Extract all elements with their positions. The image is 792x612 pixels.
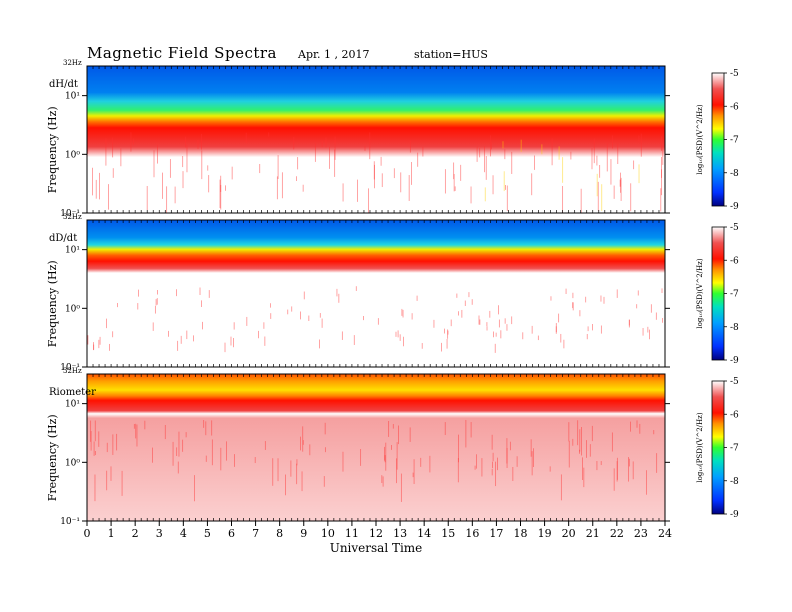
x-tick-label: 15: [441, 527, 455, 540]
y-tick-label: 10⁻¹: [60, 363, 80, 373]
x-tick-label: 16: [465, 527, 479, 540]
colorbar-tick-label: -8: [730, 169, 739, 179]
spectrogram-3: [87, 374, 665, 521]
y-axis-label: Frequency (Hz): [46, 414, 59, 501]
x-tick-label: 9: [300, 527, 307, 540]
colorbar-label: log₁₀(PSD)(V^2/Hz): [696, 258, 704, 328]
x-tick-label: 18: [514, 527, 528, 540]
x-tick-label: 3: [156, 527, 163, 540]
x-axis: 0 1 2 3 4 5 6 7 8 9 10 11 12 13 14 15 16 17 18 19 20 21 22 23 24…: [84, 521, 672, 555]
x-tick-label: 8: [276, 527, 283, 540]
panel-label: dD/dt: [49, 233, 77, 244]
colorbar-tick-label: -9: [730, 202, 739, 212]
x-tick-label: 21: [586, 527, 600, 540]
x-tick-label: 13: [393, 527, 407, 540]
x-tick-label: 0: [84, 527, 91, 540]
x-tick-label: 10: [321, 527, 335, 540]
spectrogram-1: [87, 66, 665, 213]
colorbar-tick-label: -9: [730, 356, 739, 366]
y-tick-label: 10⁰: [65, 150, 80, 160]
panel-label: Riometer: [49, 387, 96, 398]
colorbar: [711, 226, 725, 361]
x-tick-label: 4: [180, 527, 187, 540]
y-tick-label: 10¹: [65, 246, 80, 256]
y-axis-label: Frequency (Hz): [46, 106, 59, 193]
colorbar: [711, 72, 725, 207]
colorbar-tick-label: -8: [730, 323, 739, 333]
y-tick-label: 10¹: [65, 92, 80, 102]
date-label: Apr. 1 , 2017: [298, 48, 370, 61]
panel-3: 10¹ 10⁰ 10⁻¹ 32Hz Riometer Frequency (Hz) -5 -6…: [46, 367, 739, 527]
x-tick-label: 1: [108, 527, 115, 540]
x-tick-label: 22: [610, 527, 624, 540]
colorbar-tick-label: -7: [730, 136, 739, 146]
x-tick-label: 17: [489, 527, 503, 540]
spectrogram-2: [87, 220, 665, 367]
colorbar-tick-label: -5: [730, 69, 739, 79]
top-freq-label: 32Hz: [63, 59, 82, 67]
x-tick-label: 7: [252, 527, 259, 540]
x-tick-label: 5: [204, 527, 211, 540]
panel-label: dH/dt: [49, 79, 78, 90]
x-tick-label: 23: [634, 527, 648, 540]
colorbar: [711, 380, 725, 515]
top-freq-label: 32Hz: [63, 213, 82, 221]
x-tick-label: 11: [345, 527, 359, 540]
colorbar-label: log₁₀(PSD)(V^2/Hz): [696, 104, 704, 174]
x-tick-label: 6: [228, 527, 235, 540]
y-tick-label: 10¹: [65, 400, 80, 410]
x-axis-label: Universal Time: [330, 541, 423, 555]
x-tick-label: 19: [538, 527, 552, 540]
x-tick-label: 2: [132, 527, 139, 540]
x-tick-label: 20: [562, 527, 576, 540]
y-tick-label: 10⁻¹: [60, 209, 80, 219]
y-axis-label: Frequency (Hz): [46, 260, 59, 347]
colorbar-tick-label: -8: [730, 477, 739, 487]
colorbar-tick-label: -7: [730, 444, 739, 454]
x-tick-label: 14: [417, 527, 431, 540]
colorbar-tick-label: -9: [730, 510, 739, 520]
top-freq-label: 32Hz: [63, 367, 82, 375]
station-label: station=HUS: [414, 48, 488, 61]
colorbar-tick-label: -5: [730, 223, 739, 233]
colorbar-tick-label: -6: [730, 256, 739, 266]
colorbar-label: log₁₀(PSD)(V^2/Hz): [696, 412, 704, 482]
x-tick-label: 12: [369, 527, 383, 540]
colorbar-tick-label: -5: [730, 377, 739, 387]
colorbar-tick-label: -6: [730, 410, 739, 420]
y-tick-label: 10⁰: [65, 458, 80, 468]
colorbar-tick-label: -7: [730, 290, 739, 300]
colorbar-tick-label: -6: [730, 102, 739, 112]
chart-title: Magnetic Field Spectra: [87, 44, 277, 62]
x-tick-label: 24: [658, 527, 672, 540]
y-tick-label: 10⁰: [65, 304, 80, 314]
y-tick-label: 10⁻¹: [60, 517, 80, 527]
